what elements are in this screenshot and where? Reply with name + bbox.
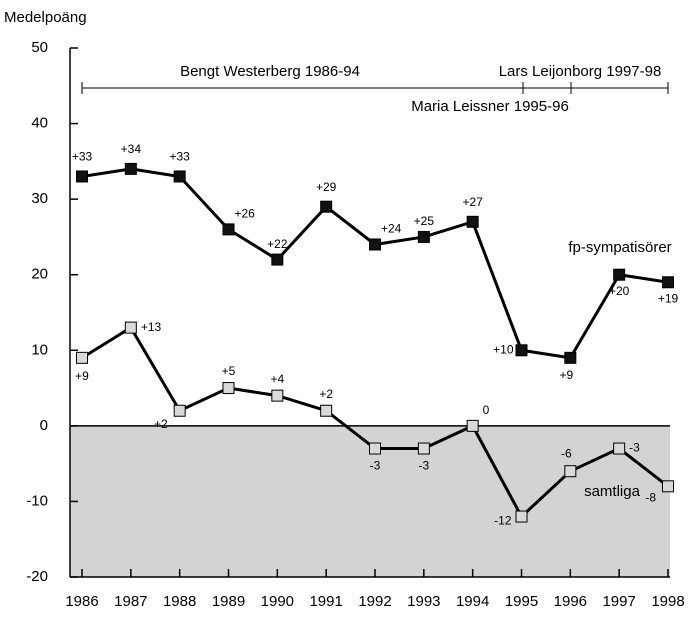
point	[76, 170, 88, 183]
x-tick-label: 1995	[505, 593, 538, 610]
point	[173, 170, 186, 183]
annotation: Maria Leissner 1995-96	[411, 98, 569, 115]
value-label: +26	[235, 207, 256, 221]
value-label: +2	[319, 387, 333, 401]
value-label: +33	[169, 150, 190, 164]
value-label: +9	[75, 369, 89, 383]
series-label: samtliga	[584, 483, 641, 500]
value-label: 0	[483, 403, 490, 417]
value-label: +2	[154, 417, 168, 431]
x-tick-label: 1996	[554, 593, 587, 610]
point	[662, 480, 674, 493]
x-tick-label: 1990	[261, 593, 294, 610]
value-label: -3	[418, 459, 429, 473]
value-label: +13	[141, 320, 162, 334]
annotation: Lars Leijonborg 1997-98	[499, 63, 662, 80]
point	[564, 465, 577, 478]
x-tick-label: 1994	[456, 593, 489, 610]
y-tick-label: -20	[26, 568, 48, 585]
x-tick-label: 1993	[407, 593, 440, 610]
x-tick-label: 1987	[114, 593, 147, 610]
value-label: -6	[561, 446, 572, 460]
point	[613, 268, 626, 281]
annotation: Bengt Westerberg 1986-94	[180, 63, 360, 80]
point	[76, 351, 88, 364]
point	[662, 276, 674, 289]
x-tick-label: 1992	[358, 593, 391, 610]
y-tick-label: 0	[40, 417, 48, 434]
value-label: +27	[462, 195, 483, 209]
x-tick-label: 1991	[309, 593, 342, 610]
point	[320, 404, 333, 417]
y-tick-label: 40	[31, 115, 48, 132]
point	[613, 442, 626, 455]
point	[466, 215, 479, 228]
point	[124, 162, 137, 175]
value-label: +19	[658, 291, 679, 305]
y-axis-label: Medelpoäng	[4, 9, 87, 26]
point	[271, 253, 284, 266]
y-tick-label: 20	[31, 266, 48, 283]
value-label: +33	[72, 150, 93, 164]
term-bracket	[81, 82, 669, 94]
value-label: +20	[609, 284, 630, 298]
y-tick-label: 30	[31, 190, 48, 207]
point	[173, 404, 186, 417]
point	[564, 351, 577, 364]
value-label: +29	[316, 180, 337, 194]
point	[369, 238, 381, 251]
value-label: -3	[370, 459, 381, 473]
point	[124, 321, 137, 334]
value-label: -3	[629, 441, 640, 455]
point	[271, 389, 284, 402]
series-line	[81, 167, 669, 360]
value-label: +9	[559, 368, 573, 382]
value-label: +22	[267, 237, 288, 251]
y-tick-label: 10	[31, 341, 48, 358]
point	[515, 344, 528, 357]
point	[417, 442, 430, 455]
x-tick-label: 1986	[65, 593, 98, 610]
point	[222, 382, 235, 395]
point	[466, 419, 479, 432]
x-tick-label: 1998	[651, 593, 684, 610]
point	[369, 442, 381, 455]
value-label: +5	[222, 364, 236, 378]
y-tick-label: 50	[31, 39, 48, 56]
point	[320, 200, 333, 213]
point	[222, 223, 235, 236]
x-tick-label: 1989	[212, 593, 245, 610]
value-label: +10	[493, 342, 514, 356]
point	[515, 510, 528, 523]
value-label: +34	[121, 142, 142, 156]
value-label: -8	[645, 490, 656, 504]
value-label: +4	[270, 372, 284, 386]
series-label: fp-sympatisörer	[568, 239, 671, 256]
x-tick-label: 1988	[163, 593, 196, 610]
point	[417, 230, 430, 243]
y-tick-label: -10	[26, 492, 48, 509]
value-label: +25	[414, 214, 435, 228]
x-tick-label: 1997	[602, 593, 635, 610]
value-label: -12	[494, 514, 512, 528]
value-label: +24	[381, 222, 402, 236]
